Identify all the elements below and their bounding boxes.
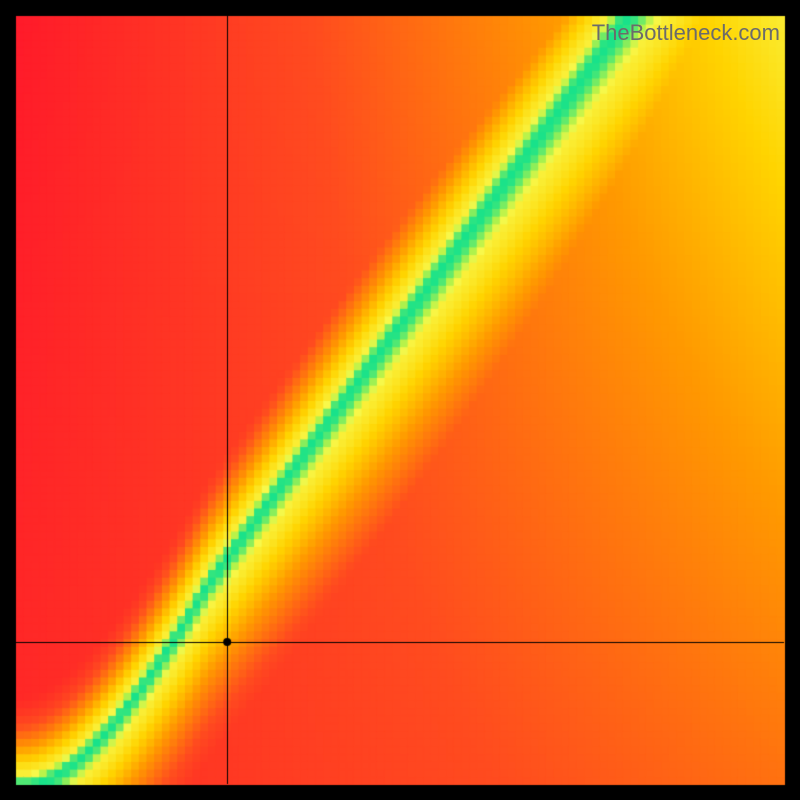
bottleneck-heatmap [0, 0, 800, 800]
watermark-text: TheBottleneck.com [592, 20, 780, 46]
chart-container: TheBottleneck.com [0, 0, 800, 800]
